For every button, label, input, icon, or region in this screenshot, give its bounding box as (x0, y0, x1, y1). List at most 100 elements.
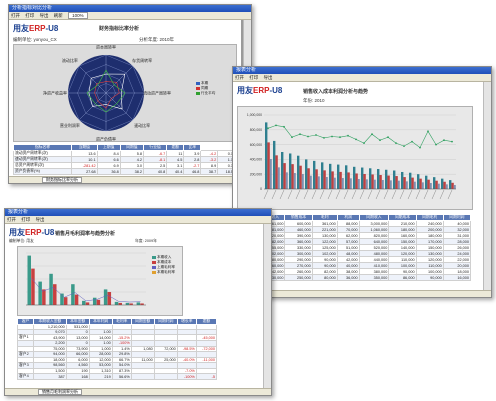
x-tick-label (359, 189, 365, 200)
y-tick-label: 200,000 (250, 172, 262, 176)
table-row[interactable]: 资产负债率(%) 27.68 36.8 38.2 40.8 40.4 46.8 38.7 18.… (13, 168, 235, 175)
bar (114, 301, 119, 305)
trend-point (451, 140, 453, 143)
toolbar-print-button[interactable]: 打印 (249, 75, 259, 80)
bar (63, 297, 68, 305)
trend-point (379, 139, 381, 142)
table-cell: -100% (176, 373, 197, 381)
report-title: 销售月毛利润率与趋势分析 (55, 231, 116, 237)
table-cell: 90,000 (415, 274, 444, 281)
x-tick-label (287, 189, 293, 200)
table-cell: 客户4 (16, 373, 35, 381)
table-cell (130, 367, 155, 375)
margin-table: 客户 本期收入金额 本年金额 本年利润 毛利率 同期金额 同期利润 增长率 差额 1,210,0… (16, 318, 218, 381)
table-cell: 1.4% (111, 345, 132, 352)
table-cell (16, 329, 35, 336)
table-cell (130, 329, 155, 336)
logo: 用友ERP-U8 (9, 228, 55, 237)
trend-line (267, 125, 453, 149)
bar (421, 182, 424, 189)
toolbar-refresh-button[interactable]: 刷新 (53, 13, 63, 18)
window-ratio-analysis: 分析指标对比分析 打开 打印 导出 刷新 100% 用友ERP-U8 财务指标比… (8, 4, 252, 184)
table-cell: 350,000 (358, 274, 390, 281)
toolbar-open-button[interactable]: 打开 (235, 75, 244, 80)
bar (365, 179, 368, 189)
report-content: 用友ERP-U8 销售收入成本利润分析与趋势 年份: 2010 1,000,00… (233, 82, 491, 291)
table-row[interactable]: 9,070 0 1.00 (16, 329, 218, 336)
bar (38, 281, 42, 305)
radar-series (88, 73, 126, 110)
window-title: 分析指标对比分析 (12, 5, 53, 11)
x-tick-label (391, 189, 397, 200)
window-title-bar[interactable]: 分析指标对比分析 (9, 5, 251, 12)
table-row[interactable]: 1,500 190 1,310 87.3% -7.0% (16, 367, 218, 375)
sheet-tab[interactable]: 销售月毛利润率分析 (38, 389, 82, 395)
x-tick-label (295, 189, 301, 200)
table-cell (195, 367, 218, 375)
bar (301, 174, 304, 189)
trend-point (363, 142, 365, 144)
bar (363, 173, 366, 189)
window-margin-analysis: 报表分析 打开 打印 导出 用友ERP-U8 销售月毛利润率与趋势分析 编制单位… (4, 208, 272, 396)
bar (451, 182, 454, 189)
x-tick-label (367, 189, 373, 200)
legend-item-cur-margin: 本期毛利率 (152, 270, 175, 275)
bar (42, 289, 46, 305)
status-bar: 销售月毛利润率分析 (5, 388, 271, 395)
table-row[interactable]: 75,000 73,900 1,000 1.4% 1,080 72,000 -98.5% -7… (16, 345, 218, 352)
bar (92, 297, 97, 305)
x-tick-label (351, 189, 357, 200)
margin-legend: 本期收入 本期成本 上期毛利率 本期毛利率 (152, 255, 175, 275)
bar (329, 163, 332, 189)
table-row[interactable]: 客户4 387 168 219 56.6% -100% -5 (16, 373, 218, 381)
bar (381, 180, 384, 189)
bar (125, 302, 130, 305)
toolbar-export-button[interactable]: 导出 (35, 217, 45, 222)
bar (265, 122, 268, 189)
bar (377, 169, 380, 189)
x-tick-label (271, 189, 277, 200)
trend-point (387, 136, 389, 139)
bar (437, 183, 440, 189)
bar (445, 184, 448, 189)
table-cell: 36.8 (96, 168, 121, 175)
trend-point (299, 133, 301, 136)
zoom-select[interactable]: 100% (68, 12, 88, 19)
sheet-tab[interactable]: 财务指标比率分析 (42, 177, 82, 183)
toolbar-print-button[interactable]: 打印 (21, 217, 31, 222)
window-title-bar[interactable]: 报表分析 (233, 67, 491, 74)
toolbar-open-button[interactable]: 打开 (7, 217, 16, 222)
window-title-bar[interactable]: 报表分析 (5, 209, 271, 216)
bar (283, 163, 286, 189)
trend-point (411, 140, 413, 143)
toolbar-export-button[interactable]: 导出 (263, 75, 273, 80)
toolbar-export-button[interactable]: 导出 (39, 13, 49, 18)
trend-point (355, 138, 357, 141)
bar (409, 172, 412, 189)
toolbar: 打开 打印 导出 刷新 100% (9, 12, 251, 20)
table-cell: 168 (65, 373, 90, 381)
table-cell: 387 (33, 373, 67, 381)
toolbar-print-button[interactable]: 打印 (25, 13, 35, 18)
table-row[interactable]: 2,200 0 1.00 -100% (16, 340, 218, 347)
trend-chart: 1,000,000 800,000 600,000 400,000 200,000 0 (247, 113, 456, 200)
table-row[interactable]: 18,000 6,000 12,000 66.7% 11,000 25,000 -40.0%… (16, 356, 218, 363)
bar (411, 177, 414, 189)
trend-point (307, 135, 309, 138)
table-cell: 40.4 (166, 168, 185, 175)
bar (347, 172, 350, 189)
toolbar-open-button[interactable]: 打开 (11, 13, 20, 18)
scrollbar[interactable] (483, 82, 491, 291)
radar-label: 流动资产周转率 (143, 90, 171, 96)
bar (60, 293, 64, 305)
bar (449, 180, 452, 189)
trend-point (443, 139, 445, 142)
bar (331, 171, 334, 189)
scrollbar[interactable] (263, 224, 271, 389)
table-cell (195, 329, 218, 336)
bar (429, 183, 432, 189)
bar (103, 289, 108, 305)
table-row[interactable]: A产品961,000600,000361,00088,0003,000,0002… (236, 220, 472, 227)
table-row[interactable]: J产品330,000250,00080,00036,000350,00086,0… (236, 274, 472, 281)
trend-point (347, 134, 349, 137)
